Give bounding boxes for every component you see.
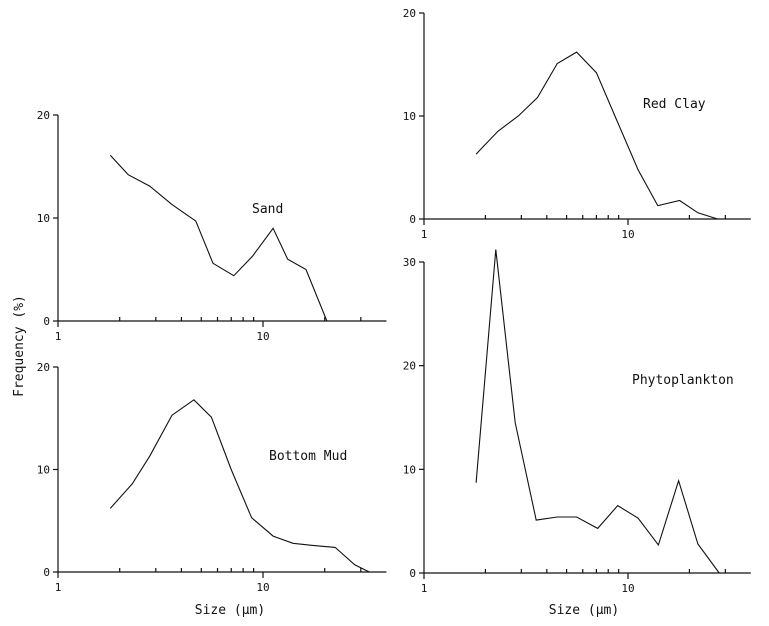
y-tick-label: 0 <box>43 315 50 328</box>
axes-red-clay <box>419 12 751 225</box>
x-tick-label: 10 <box>621 582 634 595</box>
axes-sand <box>53 114 387 327</box>
y-tick-label: 0 <box>43 566 50 579</box>
y-tick-label: 10 <box>37 212 50 225</box>
y-tick-label: 10 <box>403 110 416 123</box>
panel-sand: 0 10 20 1 10 Sand <box>37 109 387 343</box>
y-tick-label: 10 <box>37 464 50 477</box>
series-line-red-clay <box>475 51 718 220</box>
panel-label-phytoplankton: Phytoplankton <box>632 373 734 388</box>
x-tick-label: 1 <box>55 330 62 343</box>
series-line-bottom-mud <box>109 399 370 573</box>
y-tick-label: 10 <box>403 463 416 476</box>
y-tick-label: 30 <box>403 256 416 269</box>
y-tick-label: 0 <box>409 213 416 226</box>
panel-phytoplankton: 0 10 20 30 1 10 Phytoplankton <box>403 249 751 595</box>
axes-phytoplankton <box>419 261 751 579</box>
y-axis-title: Frequency (%) <box>12 295 27 397</box>
panel-label-red-clay: Red Clay <box>643 97 706 112</box>
y-tick-label: 0 <box>409 567 416 580</box>
y-tick-label: 20 <box>403 360 416 373</box>
y-tick-label: 20 <box>37 109 50 122</box>
x-tick-label: 10 <box>621 228 634 241</box>
y-tick-label: 20 <box>403 7 416 20</box>
x-tick-label: 1 <box>421 228 428 241</box>
x-axis-title-left: Size (μm) <box>195 603 265 618</box>
x-tick-label: 1 <box>55 581 62 594</box>
axes-bottom-mud <box>53 366 387 578</box>
y-tick-label: 20 <box>37 361 50 374</box>
panel-label-sand: Sand <box>252 202 283 217</box>
panel-red-clay: 0 10 20 1 10 Red Clay <box>403 7 751 241</box>
panel-label-bottom-mud: Bottom Mud <box>269 449 347 464</box>
x-axis-title-right: Size (μm) <box>549 603 619 618</box>
x-tick-label: 1 <box>421 582 428 595</box>
series-line-sand <box>109 154 328 322</box>
panel-bottom-mud: 0 10 20 1 10 Bottom Mud <box>37 361 387 594</box>
x-tick-label: 10 <box>256 581 269 594</box>
series-line-phytoplankton <box>475 249 720 574</box>
x-tick-label: 10 <box>256 330 269 343</box>
